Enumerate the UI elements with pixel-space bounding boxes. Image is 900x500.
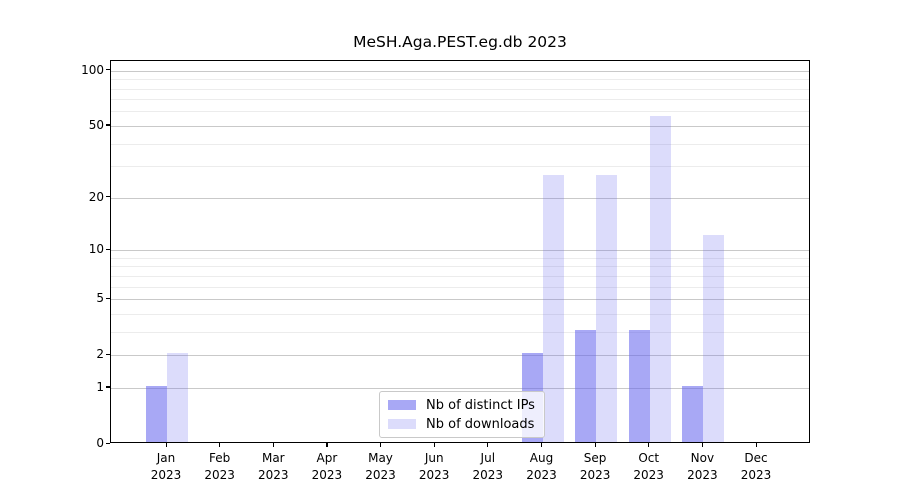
- gridline-minor-60: [111, 111, 809, 113]
- gridline-minor-80: [111, 88, 809, 90]
- xtick-label-oct: Oct 2023: [633, 451, 664, 482]
- xtick-mark-nov: [701, 443, 704, 447]
- gridline-minor-3: [111, 331, 809, 333]
- ytick-mark-2: [105, 353, 110, 355]
- xtick-label-aug: Aug 2023: [526, 451, 557, 482]
- ytick-mark-0: [105, 442, 110, 444]
- bar-distinct-ips-jan: [146, 385, 167, 442]
- xtick-mark-jul: [487, 443, 489, 447]
- gridline-major-5: [111, 299, 809, 300]
- xtick-mark-jun: [433, 443, 435, 447]
- gridline-major-1: [111, 387, 809, 389]
- xtick-label-jan: Jan 2023: [150, 451, 182, 482]
- ytick-mark-50: [105, 124, 110, 126]
- xtick-mark-mar: [272, 443, 274, 447]
- legend-item-downloads: Nb of downloads: [380, 417, 544, 432]
- plot-area: Nb of distinct IPs Nb of downloads: [110, 60, 810, 443]
- xtick-label-jun: Jun 2023: [418, 451, 450, 482]
- xtick-label-mar: Mar 2023: [258, 451, 289, 482]
- gridline-major-2: [111, 355, 809, 357]
- gridline-minor-4: [111, 313, 809, 315]
- legend: Nb of distinct IPs Nb of downloads: [379, 391, 545, 438]
- xtick-label-jul: Jul 2023: [472, 451, 504, 482]
- ytick-label-20: 20: [88, 189, 104, 204]
- legend-swatch-downloads: [388, 418, 416, 430]
- gridline-minor-30: [111, 166, 809, 168]
- xtick-mark-aug: [541, 443, 543, 447]
- xtick-label-may: May 2023: [365, 451, 396, 482]
- xtick-label-dec: Dec 2023: [740, 451, 772, 482]
- ytick-mark-5: [105, 297, 110, 299]
- gridline-minor-9: [111, 257, 809, 259]
- xtick-label-sep: Sep 2023: [579, 451, 611, 482]
- ytick-label-2: 2: [96, 347, 104, 362]
- xtick-mark-apr: [326, 443, 328, 447]
- ytick-label-1: 1: [96, 379, 104, 394]
- ytick-label-10: 10: [88, 242, 104, 256]
- ytick-mark-10: [105, 248, 110, 250]
- gridline-minor-8: [111, 266, 809, 268]
- gridline-minor-7: [111, 275, 809, 277]
- gridline-major-100: [111, 70, 809, 72]
- legend-swatch-distinct-ips: [388, 399, 416, 411]
- gridline-minor-90: [111, 79, 809, 81]
- chart-title: MeSH.Aga.PEST.eg.db 2023: [353, 33, 567, 51]
- bar-downloads-oct: [649, 116, 671, 442]
- xtick-mark-oct: [648, 443, 650, 447]
- xtick-mark-dec: [755, 443, 757, 447]
- legend-item-distinct-ips: Nb of distinct IPs: [380, 398, 544, 413]
- ytick-mark-20: [105, 196, 110, 198]
- gridline-minor-6: [111, 286, 809, 288]
- bar-distinct-ips-nov: [682, 385, 704, 442]
- xtick-label-feb: Feb 2023: [204, 451, 235, 482]
- bar-downloads-aug: [542, 175, 564, 442]
- xtick-mark-sep: [594, 443, 596, 447]
- ytick-mark-1: [105, 386, 110, 388]
- legend-label-downloads: Nb of downloads: [426, 416, 535, 432]
- ytick-label-0: 0: [96, 436, 104, 450]
- bar-downloads-nov: [703, 234, 725, 442]
- xtick-label-apr: Apr 2023: [311, 451, 343, 482]
- gridline-major-10: [111, 250, 809, 251]
- legend-label-distinct-ips: Nb of distinct IPs: [426, 397, 535, 413]
- xtick-mark-may: [380, 443, 382, 447]
- xtick-mark-jan: [165, 443, 167, 447]
- ytick-label-50: 50: [88, 117, 104, 132]
- xtick-label-nov: Nov 2023: [687, 451, 718, 482]
- ytick-label-5: 5: [96, 291, 104, 305]
- bar-distinct-ips-oct: [628, 329, 650, 442]
- ytick-label-100: 100: [81, 62, 104, 77]
- xtick-mark-feb: [219, 443, 221, 447]
- bar-downloads-jan: [167, 353, 188, 442]
- ytick-mark-100: [105, 69, 110, 71]
- gridline-major-20: [111, 197, 809, 199]
- gridline-minor-70: [111, 99, 809, 101]
- bar-downloads-sep: [596, 175, 618, 442]
- bar-distinct-ips-sep: [575, 329, 597, 442]
- gridline-major-50: [111, 125, 809, 127]
- gridline-minor-40: [111, 143, 809, 145]
